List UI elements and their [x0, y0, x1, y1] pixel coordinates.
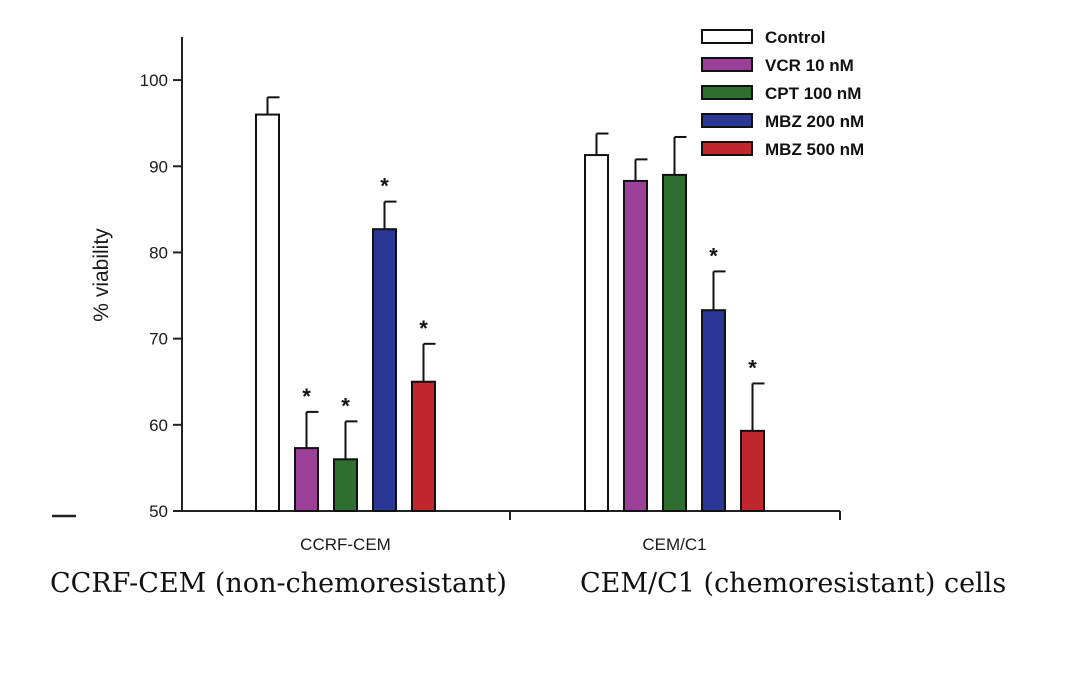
legend: Control VCR 10 nM CPT 100 nM MBZ 200 nM MBZ …	[701, 28, 864, 159]
legend-swatch	[701, 29, 753, 44]
significance-marker: *	[748, 355, 757, 380]
bar	[584, 154, 609, 512]
y-tick-label: 70	[149, 330, 168, 349]
legend-swatch	[701, 141, 753, 156]
bar	[740, 429, 765, 513]
legend-swatch	[701, 113, 753, 128]
legend-label: VCR 10 nM	[765, 56, 854, 75]
y-tick-label: 50	[149, 502, 168, 521]
significance-marker: *	[302, 384, 311, 409]
y-tick-label: 60	[149, 416, 168, 435]
y-axis-title: % viability	[90, 228, 113, 322]
bars: * * * * * *	[255, 96, 765, 513]
legend-label: MBZ 200 nM	[765, 112, 864, 131]
significance-marker: *	[419, 316, 428, 341]
legend-label: MBZ 500 nM	[765, 140, 864, 159]
legend-swatch	[701, 57, 753, 72]
bar	[255, 113, 280, 513]
x-category-label: CEM/C1	[642, 535, 706, 554]
x-axis: CCRF-CEM CEM/C1	[182, 510, 841, 554]
bar	[662, 173, 687, 513]
caption-left: CCRF-CEM (non-chemoresistant)	[50, 568, 507, 599]
bar	[701, 309, 726, 512]
bar	[294, 447, 319, 513]
caption-right: CEM/C1 (chemoresistant) cells	[580, 568, 1007, 599]
bar	[333, 458, 358, 513]
y-tick-label: 90	[149, 157, 168, 176]
legend-swatch	[701, 85, 753, 100]
y-axis: 50 60 70 80 90 100	[140, 37, 183, 521]
significance-marker: *	[380, 174, 389, 199]
bar	[623, 179, 648, 512]
significance-marker: *	[709, 243, 718, 268]
significance-marker: *	[341, 393, 350, 418]
legend-label: Control	[765, 28, 825, 47]
y-tick-label: 80	[149, 243, 168, 262]
legend-label: CPT 100 nM	[765, 84, 861, 103]
x-category-label: CCRF-CEM	[300, 535, 391, 554]
bar	[372, 228, 397, 512]
bar	[411, 380, 436, 512]
y-tick-label: 100	[140, 71, 168, 90]
